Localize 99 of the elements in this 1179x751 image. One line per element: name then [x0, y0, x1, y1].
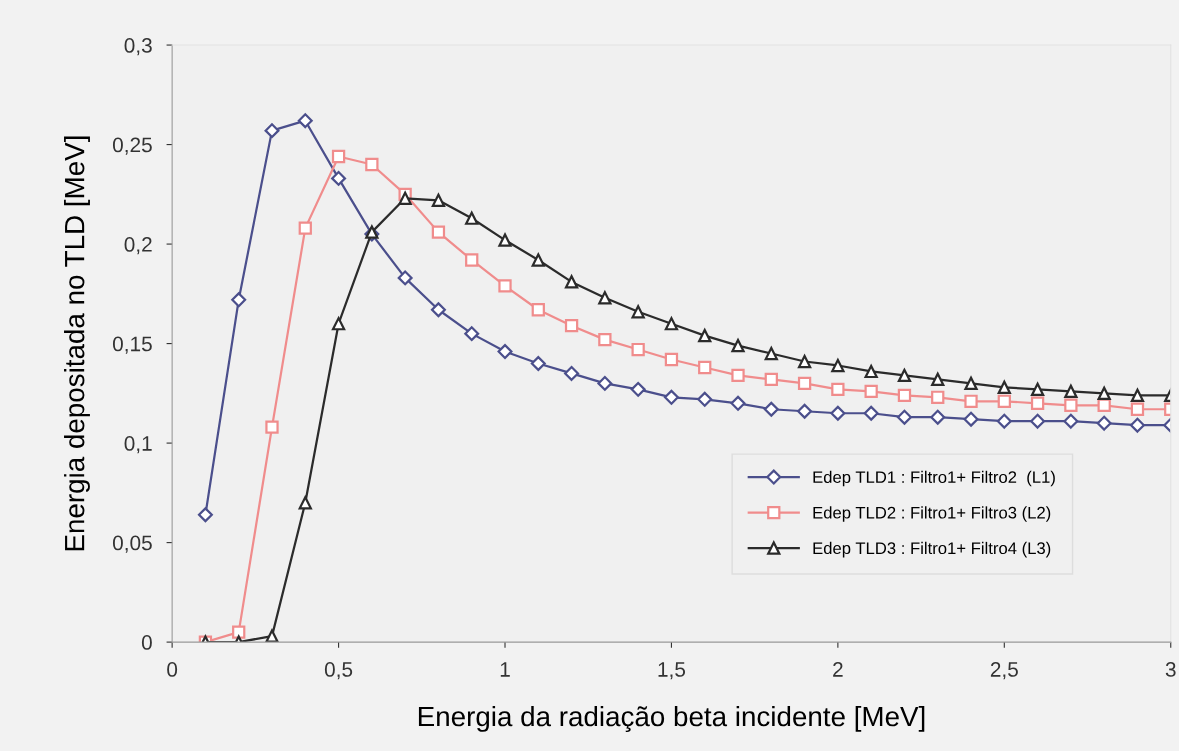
- point: [265, 420, 279, 434]
- point: [1064, 384, 1078, 399]
- point: [531, 303, 545, 317]
- point: [631, 342, 645, 357]
- x-axis-title: Energia da radiação beta incidente [MeV]: [418, 705, 925, 732]
- point: [1064, 398, 1078, 412]
- point: [630, 381, 646, 397]
- point: [331, 170, 347, 186]
- point: [1130, 402, 1145, 416]
- point: [797, 376, 812, 391]
- point: [298, 221, 312, 235]
- point: [564, 319, 579, 333]
- point: [996, 413, 1012, 429]
- point: [698, 328, 712, 343]
- point: [431, 193, 446, 207]
- point: [864, 364, 878, 379]
- point: [1063, 413, 1079, 429]
- point: [498, 279, 512, 293]
- point: [997, 394, 1011, 408]
- point: [963, 411, 979, 427]
- point: [997, 380, 1011, 395]
- point: [896, 409, 912, 425]
- y-tick-label: 0,25: [112, 137, 152, 155]
- point: [631, 305, 645, 319]
- point: [597, 375, 613, 391]
- point: [1130, 388, 1145, 402]
- point: [964, 394, 978, 408]
- point: [697, 391, 713, 407]
- point: [598, 291, 612, 305]
- point: [731, 338, 745, 353]
- point: [831, 358, 845, 373]
- point: [664, 352, 679, 367]
- point: [763, 401, 779, 417]
- point: [498, 233, 512, 247]
- point: [598, 332, 612, 347]
- point: [232, 625, 246, 639]
- x-tick-label: 3: [1165, 662, 1176, 677]
- point: [297, 113, 313, 129]
- point: [797, 354, 812, 369]
- point: [431, 225, 446, 239]
- point: [863, 405, 879, 421]
- point: [331, 317, 346, 331]
- point: [1030, 382, 1045, 397]
- legend-label: Edep TLD3 : Filtro1+ Filtro4 (L3): [813, 541, 1051, 558]
- point: [930, 409, 946, 425]
- point: [564, 275, 579, 289]
- point: [430, 302, 446, 318]
- point: [397, 270, 413, 286]
- point: [530, 355, 546, 371]
- point: [931, 372, 945, 387]
- y-tick-label: 0,1: [124, 436, 152, 454]
- point: [231, 292, 247, 308]
- point: [264, 123, 280, 139]
- point: [797, 403, 813, 419]
- point: [365, 157, 379, 172]
- point: [831, 382, 845, 397]
- point: [497, 344, 513, 360]
- x-tick-label: 1: [500, 662, 510, 677]
- point: [698, 360, 712, 375]
- point: [298, 496, 312, 510]
- y-axis-title: Energia depositada no TLD [MeV]: [64, 136, 90, 551]
- point: [897, 368, 912, 383]
- x-tick-label: 2: [833, 662, 843, 677]
- legend-label: Edep TLD2 : Filtro1+ Filtro3 (L2): [813, 506, 1051, 522]
- x-tick-label: 1,5: [658, 662, 686, 680]
- point: [663, 389, 679, 405]
- y-tick-label: 0,15: [112, 336, 152, 354]
- legend-label: Edep TLD1 : Filtro1+ Filtro2 (L1): [813, 470, 1055, 487]
- point: [764, 346, 778, 361]
- point: [1030, 413, 1046, 429]
- point: [931, 390, 945, 404]
- point: [731, 368, 745, 383]
- point: [331, 149, 346, 164]
- point: [864, 384, 878, 399]
- point: [531, 253, 545, 267]
- point: [1030, 396, 1045, 410]
- y-tick-label: 0,05: [112, 535, 152, 553]
- point: [398, 191, 412, 205]
- point: [1097, 398, 1111, 412]
- y-tick-label: 0,3: [124, 38, 152, 56]
- point: [197, 507, 213, 523]
- point: [465, 211, 479, 225]
- point: [730, 395, 746, 411]
- point: [564, 365, 580, 381]
- point: [964, 376, 978, 391]
- point: [830, 405, 846, 421]
- point: [465, 253, 479, 267]
- x-tick-label: 0,5: [324, 662, 353, 680]
- x-tick-label: 2,5: [990, 662, 1018, 680]
- point: [1096, 415, 1112, 431]
- point: [1097, 386, 1111, 400]
- point: [897, 388, 912, 402]
- point: [764, 372, 778, 387]
- y-tick-label: 0: [141, 635, 152, 650]
- point: [464, 326, 480, 342]
- point: [664, 317, 679, 331]
- y-tick-label: 0,2: [124, 237, 152, 255]
- point: [1129, 417, 1145, 433]
- x-tick-label: 0: [167, 662, 178, 677]
